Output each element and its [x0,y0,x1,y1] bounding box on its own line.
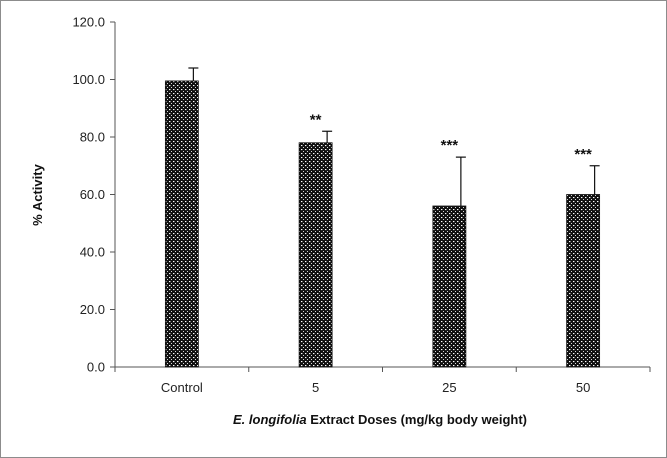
x-axis-title-rest: Extract Doses (mg/kg body weight) [307,412,527,427]
x-tick-label: 5 [312,380,319,395]
x-tick-label: 25 [442,380,456,395]
y-tick-label: 120.0 [72,15,105,30]
significance-label: *** [441,137,459,154]
y-tick-label: 60.0 [80,187,105,202]
bar [432,205,467,368]
bars-group [164,80,601,368]
y-tick-label: 20.0 [80,302,105,317]
y-tick-label: 40.0 [80,245,105,260]
significance-label: ** [310,111,322,128]
x-tick-label: 50 [576,380,590,395]
bar [164,80,199,368]
y-axis-title: % Activity [30,163,45,225]
x-axis-title: E. longifolia Extract Doses (mg/kg body … [233,412,527,427]
significance-label: *** [574,146,592,163]
y-tick-label: 100.0 [72,72,105,87]
y-tick-label: 0.0 [87,360,105,375]
bar [566,194,601,368]
y-axis: 0.0 20.0 40.0 60.0 80.0 100.0 120.0 [72,15,116,375]
x-tick-label: Control [161,380,203,395]
significance-annotations: ******** [310,111,592,163]
error-bars-group [188,67,600,206]
bar [298,142,333,368]
y-tick-label: 80.0 [80,130,105,145]
x-axis-title-italic: E. longifolia [233,412,307,427]
x-axis: Control 5 25 50 [114,366,651,395]
